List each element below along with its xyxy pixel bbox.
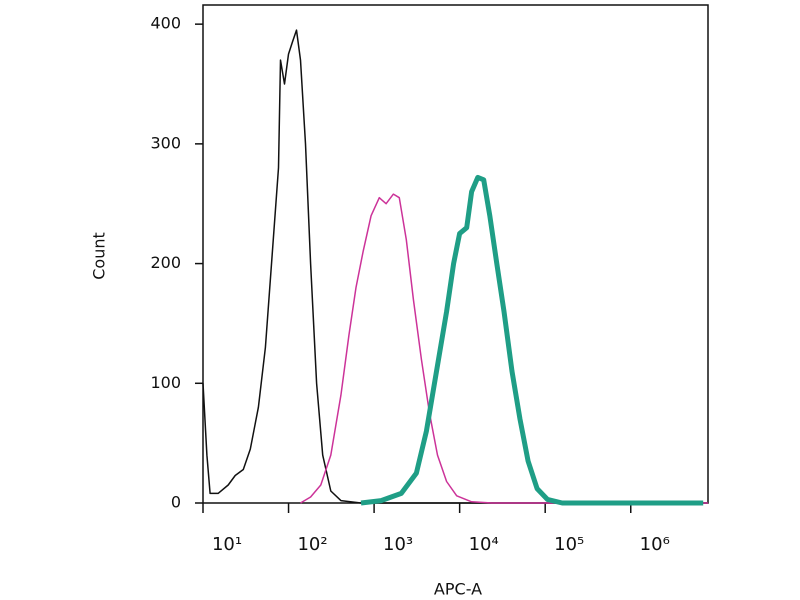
x-tick-label: 10² — [297, 534, 327, 555]
y-tick-label: 300 — [150, 133, 181, 152]
x-tick-label: 10⁶ — [640, 534, 670, 555]
x-tick-label: 10⁵ — [554, 534, 584, 555]
y-tick-label: 400 — [150, 14, 181, 33]
series-line — [360, 174, 704, 506]
x-tick-label: 10¹ — [212, 534, 242, 555]
y-axis-label: Count — [90, 232, 109, 280]
y-tick-label: 200 — [150, 253, 181, 272]
x-axis-label: APC-A — [434, 580, 482, 599]
series-line — [300, 193, 708, 504]
x-tick-label: 10³ — [383, 534, 413, 555]
x-tick-label: 10⁴ — [469, 534, 499, 555]
y-tick-label: 0 — [171, 493, 181, 512]
series-line — [202, 29, 708, 504]
y-tick-label: 100 — [150, 373, 181, 392]
